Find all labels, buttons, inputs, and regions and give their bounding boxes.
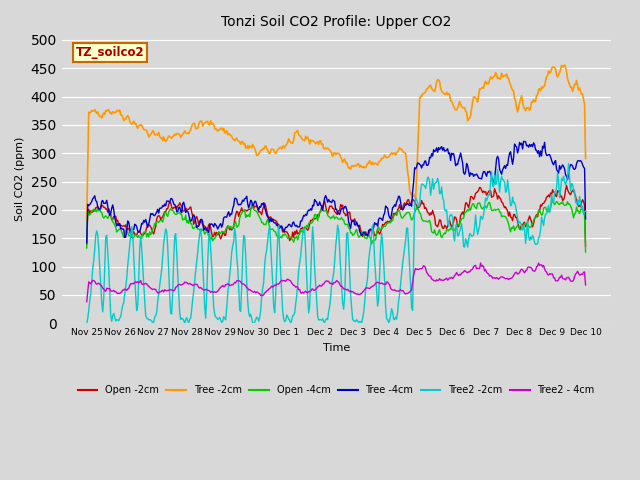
Title: Tonzi Soil CO2 Profile: Upper CO2: Tonzi Soil CO2 Profile: Upper CO2: [221, 15, 451, 29]
Y-axis label: Soil CO2 (ppm): Soil CO2 (ppm): [15, 137, 25, 221]
X-axis label: Time: Time: [323, 343, 350, 353]
Text: TZ_soilco2: TZ_soilco2: [76, 46, 144, 59]
Legend: Open -2cm, Tree -2cm, Open -4cm, Tree -4cm, Tree2 -2cm, Tree2 - 4cm: Open -2cm, Tree -2cm, Open -4cm, Tree -4…: [74, 382, 598, 399]
